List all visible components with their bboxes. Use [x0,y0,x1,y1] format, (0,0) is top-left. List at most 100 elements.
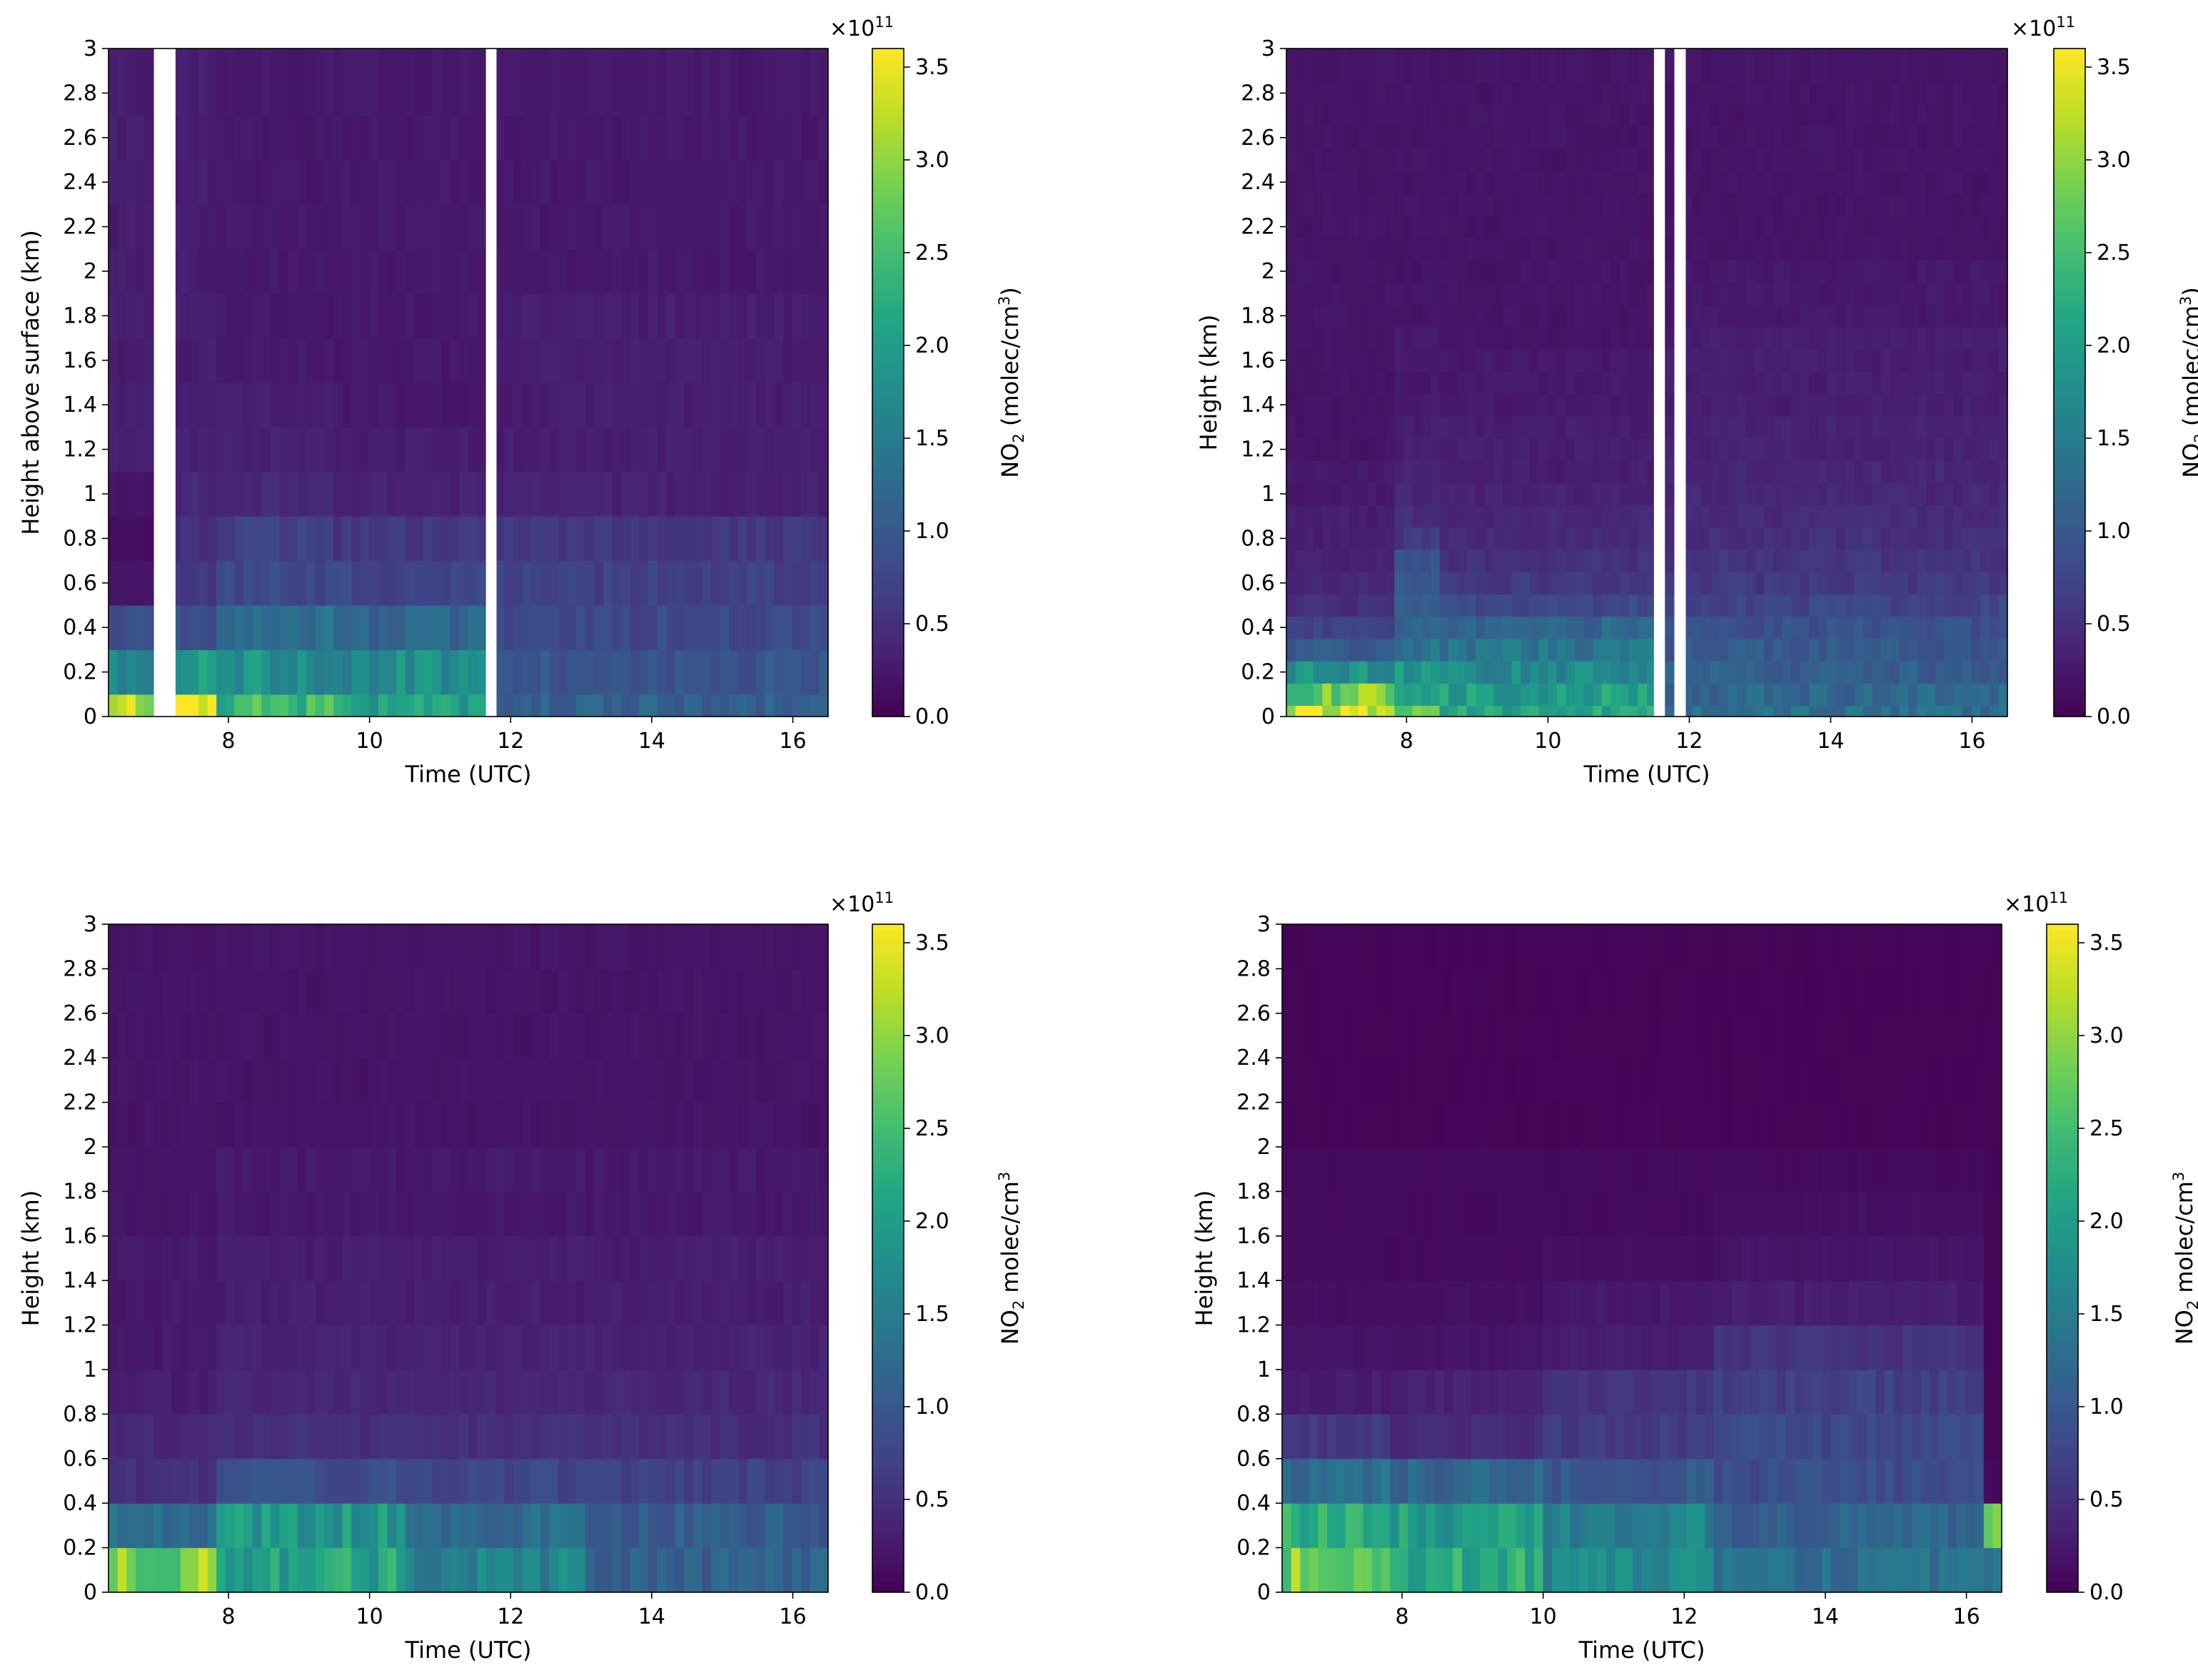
heatmap-cell [765,605,775,650]
heatmap-cell [1476,594,1486,617]
heatmap-cell [378,204,388,250]
heatmap-cell [522,1414,532,1459]
heatmap-cell [306,471,316,517]
colorbar-swatch [2054,288,2085,294]
heatmap-cell [1745,415,1756,439]
heatmap-cell [270,1547,280,1593]
heatmap-cell [495,1547,505,1593]
heatmap-cell [1394,683,1404,706]
heatmap-cell [783,383,793,427]
colorbar-tick-label: 0.0 [2097,704,2131,729]
heatmap-cell [1349,238,1359,260]
heatmap-cell [252,338,262,383]
heatmap-cell [729,1147,739,1192]
heatmap-cell [630,1280,640,1326]
heatmap-cell [117,1280,127,1326]
heatmap-cell [324,248,334,294]
colorbar-swatch [872,599,904,606]
heatmap-cell [270,383,280,427]
heatmap-cell [774,1147,784,1192]
heatmap-cell [1394,415,1404,439]
heatmap-cell [1809,638,1819,662]
heatmap-cell [414,1458,424,1504]
heatmap-cell [675,560,685,606]
heatmap-cell [801,160,811,205]
heatmap-cell [459,1503,469,1549]
heatmap-cell [477,1547,487,1593]
heatmap-cell [1529,304,1540,328]
heatmap-cell [1935,460,1945,483]
heatmap-cell [756,694,766,717]
heatmap-cell [109,1503,119,1549]
heatmap-cell [1575,282,1585,305]
heatmap-cell [387,1458,397,1504]
heatmap-cell [180,49,190,116]
colorbar-swatch [872,148,904,155]
heatmap-cell [279,471,289,517]
heatmap-cell [1755,638,1765,662]
heatmap-cell [1412,594,1422,617]
heatmap-cell [342,383,352,427]
heatmap-cell [549,1414,559,1459]
heatmap-cell [1935,49,1945,83]
heatmap-cell [109,1102,119,1148]
heatmap-cell [1431,371,1441,395]
y-tick-label: 2 [84,259,97,284]
heatmap-cell [279,560,289,606]
heatmap-cell [1295,683,1305,706]
heatmap-cell [270,1147,280,1192]
heatmap-cell [1872,238,1882,260]
heatmap-cell [1980,550,1990,572]
heatmap-cell [1503,148,1513,172]
colorbar-swatch [2054,644,2085,650]
colorbar-swatch [872,410,904,417]
heatmap-cell [522,160,532,205]
heatmap-cell [1890,594,1900,617]
heatmap-cell [657,471,667,517]
heatmap-cell [333,605,343,650]
heatmap-cell [450,115,460,161]
heatmap-cell [729,49,739,116]
heatmap-cell [612,1325,622,1370]
x-tick-label: 10 [356,729,383,754]
heatmap-cell [360,1414,370,1459]
heatmap-cell [1872,572,1882,594]
heatmap-cell [1304,193,1314,216]
heatmap-cell [1764,638,1774,662]
heatmap-cell [1367,171,1377,194]
heatmap-cell [1286,594,1296,617]
heatmap-cell [1385,349,1396,372]
heatmap-cell [189,516,199,562]
heatmap-cell [513,1058,523,1103]
heatmap-cell [1980,572,1990,594]
heatmap-cell [720,1414,730,1459]
heatmap-cell [288,968,298,1014]
heatmap-cell [1503,171,1513,194]
heatmap-cell [621,115,631,161]
heatmap-cell [1863,415,1873,439]
heatmap-cell [297,1235,307,1281]
panel-top-left: 00.20.40.60.811.21.41.61.822.22.42.62.83… [17,14,1027,788]
heatmap-cell [351,694,361,717]
colorbar-swatch [2054,616,2085,622]
heatmap-cell [765,1503,775,1549]
heatmap-cell [1665,482,1675,506]
colorbar-swatch [872,109,904,116]
heatmap-cell [1998,527,2008,550]
heatmap-cell [1476,460,1486,483]
heatmap-cell [1376,616,1386,639]
heatmap-cell [1944,238,1954,260]
heatmap-cell [126,1102,136,1148]
colorbar-swatch [872,143,904,149]
heatmap-cell [1863,104,1873,127]
heatmap-cell [387,293,397,339]
heatmap-cell [1710,550,1720,572]
heatmap-cell [504,248,514,294]
heatmap-cell [693,115,703,161]
heatmap-cell [1521,661,1531,684]
colorbar-swatch [2054,522,2085,528]
heatmap-cell [342,160,352,205]
heatmap-cell [1556,126,1566,149]
heatmap-cell [1575,460,1585,483]
heatmap-cell [117,1235,127,1281]
